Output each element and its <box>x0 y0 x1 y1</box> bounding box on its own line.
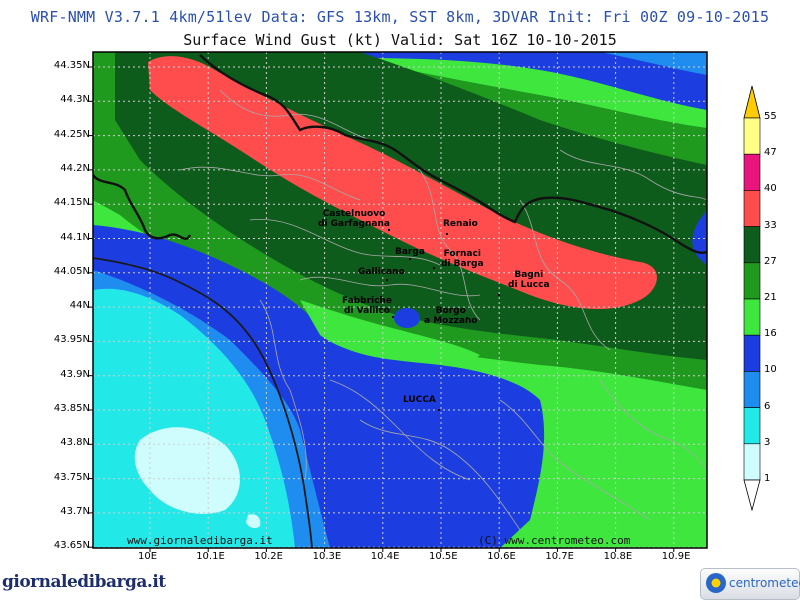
centrometeo-logo-text: centrometeo <box>729 576 800 590</box>
place-label: LUCCA <box>403 395 436 405</box>
colorbar-label: 27 <box>764 255 777 267</box>
colorbar-box <box>743 117 761 155</box>
lat-label: 44.3N <box>60 94 90 106</box>
colorbar-box <box>743 334 761 372</box>
axis-ticks <box>89 66 675 552</box>
lon-label: 10.5E <box>429 551 458 562</box>
lat-label: 43.95N <box>53 334 90 346</box>
regional-border <box>93 54 707 254</box>
colorbar <box>743 85 761 512</box>
lat-label: 44.35N <box>53 60 90 71</box>
lon-label: 10.6E <box>487 551 516 562</box>
band-10-16-north <box>330 52 707 110</box>
lon-label: 10.7E <box>545 551 574 562</box>
colorbar-label: 10 <box>764 364 777 376</box>
lat-label: 44.1N <box>60 231 90 243</box>
place-label: Renaio <box>443 219 478 229</box>
map-field <box>93 52 707 548</box>
band-6-10-north <box>600 52 707 75</box>
colorbar-arrow-top <box>743 85 761 119</box>
place-markers <box>386 229 500 411</box>
colorbar-arrow-bottom <box>743 479 761 512</box>
colorbar-label: 40 <box>764 183 777 195</box>
lat-label: 43.8N <box>60 437 90 449</box>
colorbar-box <box>743 262 761 300</box>
band-10-16-blob <box>394 308 420 328</box>
band-1-3 <box>134 427 240 514</box>
lat-label: 43.75N <box>53 471 90 483</box>
colorbar-label: 21 <box>764 292 777 303</box>
header-field-title: Surface Wind Gust (kt) Valid: Sat 16Z 10… <box>183 31 617 49</box>
graticule <box>93 52 707 548</box>
lon-label: 10.9E <box>661 551 691 562</box>
colorbar-box <box>743 190 761 227</box>
header-model-info: WRF-NMM V3.7.1 4km/51lev Data: GFS 13km,… <box>30 8 770 26</box>
band-3-6 <box>93 288 295 548</box>
coastline <box>93 257 313 548</box>
colorbar-label: 47 <box>764 147 777 159</box>
lat-label: 43.9N <box>60 368 90 380</box>
colorbar-label: 6 <box>764 400 771 412</box>
colorbar-box <box>743 407 761 445</box>
map-frame <box>92 51 708 549</box>
centrometeo-logo[interactable]: centrometeo <box>700 568 800 600</box>
band-1-3-small <box>246 514 261 529</box>
lat-label: 44.2N <box>60 162 90 174</box>
place-label: Castelnuovo di Garfagnana <box>318 209 390 229</box>
lon-label: 10.3E <box>312 551 342 562</box>
colorbar-box <box>743 298 761 336</box>
lon-label: 10.8E <box>603 551 633 562</box>
lat-label: 44.05N <box>53 265 90 277</box>
place-label: Borgo a Mozzano <box>424 306 478 326</box>
place-label: Gallicano <box>358 267 405 277</box>
lat-label: 44N <box>69 300 90 312</box>
colorbar-label: 55 <box>764 111 777 122</box>
lon-label: 10E <box>138 551 158 562</box>
place-label: Fabbriche di Vallico <box>342 296 392 316</box>
band-33-40 <box>148 56 657 310</box>
place-label: Barga <box>395 247 425 257</box>
colorbar-box <box>743 443 761 481</box>
lat-label: 43.65N <box>53 540 90 552</box>
colorbar-label: 1 <box>764 473 771 484</box>
centrometeo-globe-icon <box>706 573 726 593</box>
lat-label: 43.7N <box>60 505 90 517</box>
watermark-left: www.giornaledibarga.it <box>127 534 273 547</box>
place-label: Fornaci di Barga <box>441 249 484 269</box>
lat-label: 44.15N <box>53 197 90 209</box>
lat-label: 44.25N <box>53 128 90 140</box>
lat-label: 43.85N <box>53 403 90 414</box>
lon-label: 10.2E <box>254 551 283 562</box>
colorbar-box <box>743 226 761 264</box>
band-16-21-lowland <box>300 300 480 363</box>
giornaledibarga-logo[interactable]: giornaledibarga.it <box>2 572 166 592</box>
place-label: Bagni di Lucca <box>508 270 550 290</box>
colorbar-label: 16 <box>764 328 777 340</box>
colorbar-label: 33 <box>764 219 777 231</box>
colorbar-box <box>743 153 761 191</box>
watermark-right: (C) www.centrometeo.com <box>478 534 631 547</box>
lon-label: 10.4E <box>370 551 400 562</box>
lon-label: 10.1E <box>196 551 225 562</box>
colorbar-box <box>743 371 761 408</box>
colorbar-label: 3 <box>764 436 771 448</box>
